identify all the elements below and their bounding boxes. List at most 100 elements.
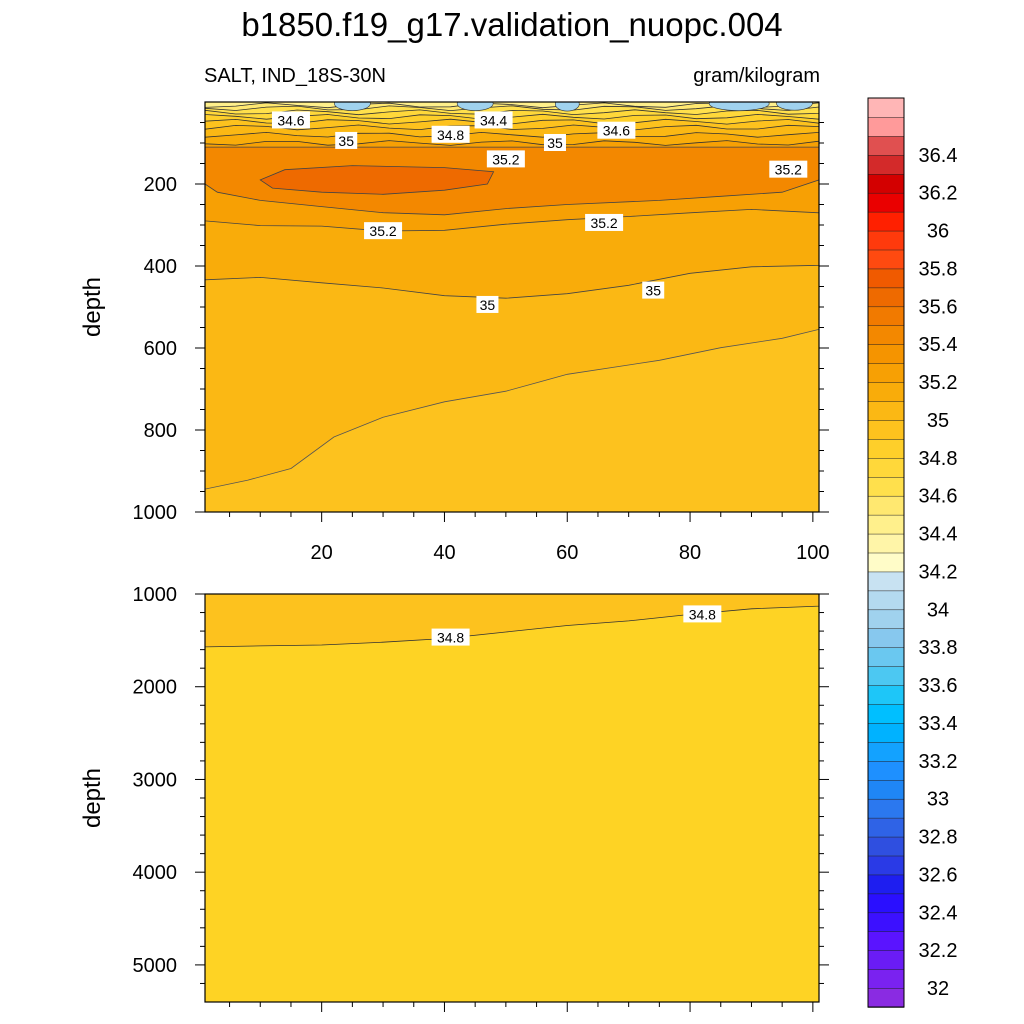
colorbar-label: 32.8: [919, 827, 958, 849]
contour-label-box: [769, 160, 808, 178]
x-tick-label: 40: [433, 542, 455, 564]
x-tick-label: 60: [556, 542, 578, 564]
contour-label: 34.8: [683, 605, 722, 623]
contour-label-box: [683, 605, 722, 623]
contour-label: 35: [642, 281, 665, 299]
y-tick-label: 200: [144, 174, 177, 196]
contour-label: 35: [335, 131, 358, 149]
contour-label-text: 34.4: [480, 112, 507, 128]
salinity-band-35.3: [259, 165, 495, 195]
contour-label: 35: [543, 134, 566, 151]
colorbar-swatch: [867, 722, 905, 743]
contour-label-box: [431, 628, 470, 646]
fresh-patch-3: [708, 102, 770, 111]
contour-label-text: 35: [338, 133, 354, 149]
y-tick-label: 1000: [133, 502, 178, 524]
colorbar-label: 35.4: [919, 334, 958, 356]
contour-label-box: [585, 213, 624, 231]
contour-label-box: [476, 295, 499, 313]
y-tick-label: 2000: [133, 677, 178, 699]
colorbar-swatch: [867, 665, 905, 686]
colorbar-swatch: [867, 817, 905, 838]
colorbar-label: 36.4: [919, 145, 958, 167]
fresh-patch-2: [554, 102, 580, 112]
contour-label: 34.4: [474, 111, 513, 129]
colorbar-swatch: [867, 703, 905, 724]
colorbar-swatch: [867, 419, 905, 440]
colorbar-swatch: [867, 381, 905, 402]
colorbar-swatch: [867, 760, 905, 781]
colorbar-label: 34.4: [919, 524, 958, 546]
colorbar-swatch: [867, 912, 905, 932]
colorbar-swatch: [867, 855, 905, 876]
colorbar-swatch: [867, 249, 905, 270]
contour-label-text: 34.8: [689, 606, 716, 622]
colorbar-swatch: [867, 362, 905, 383]
x-tick-label: 80: [679, 542, 701, 564]
upper-ylabel: depth: [79, 277, 106, 337]
fresh-patch-0: [334, 102, 371, 111]
colorbar-swatch: [867, 571, 905, 592]
colorbar-swatch: [867, 476, 905, 497]
colorbar-swatch: [867, 268, 905, 289]
contour-label: 34.6: [271, 111, 310, 129]
colorbar-swatch: [867, 514, 905, 535]
colorbar-label: 34.6: [919, 486, 958, 508]
colorbar-label: 33: [927, 789, 949, 811]
contour-label-box: [486, 150, 525, 168]
colorbar: 32 32.2 32.4 32.6 32.8 33 33.2 33.4 33.6 33.8 34 34…: [867, 97, 958, 1008]
colorbar-label: 34: [927, 599, 949, 621]
colorbar-swatch: [867, 836, 905, 857]
colorbar-label: 35.6: [919, 296, 958, 318]
colorbar-label: 33.2: [919, 751, 958, 773]
contour-label-text: 35.2: [492, 151, 519, 167]
colorbar-label: 36.2: [919, 183, 958, 205]
colorbar-swatch: [867, 211, 905, 232]
contour-label-text: 35: [645, 283, 661, 299]
contour-label-text: 34.6: [603, 123, 630, 139]
contour-label-box: [271, 111, 310, 129]
salinity-band-34.8: [205, 594, 819, 648]
colorbar-label: 34.8: [919, 448, 958, 470]
colorbar-swatch: [867, 798, 905, 819]
colorbar-frame: [867, 97, 905, 1008]
colorbar-swatch: [867, 931, 905, 951]
contour-label-box: [335, 131, 358, 149]
colorbar-label: 32.6: [919, 864, 958, 886]
contour-label: 35.2: [486, 150, 525, 168]
colorbar-label: 35: [927, 410, 949, 432]
contour-label: 35.2: [769, 160, 808, 178]
colorbar-swatch: [867, 609, 905, 629]
contour-label-text: 34.8: [437, 127, 464, 143]
colorbar-swatch: [867, 97, 905, 118]
contour-label-text: 35: [480, 297, 496, 313]
y-tick-label: 5000: [133, 955, 178, 977]
y-tick-label: 1000: [133, 584, 178, 606]
colorbar-swatch: [867, 628, 905, 648]
colorbar-swatch: [867, 741, 905, 762]
colorbar-swatch: [867, 116, 905, 137]
lower-field: 34.8 34.8: [205, 594, 819, 1002]
salinity-band-35.2: [205, 146, 819, 216]
colorbar-label: 35.8: [919, 258, 958, 280]
contour-label: 34.8: [431, 125, 470, 143]
colorbar-label: 34.2: [919, 561, 958, 583]
contour-label-box: [543, 134, 566, 151]
colorbar-swatch: [867, 343, 905, 364]
contour-label-text: 35.2: [369, 223, 396, 239]
contour-label-box: [474, 111, 513, 129]
contour-label-text: 35: [547, 135, 563, 151]
colorbar-swatch: [867, 192, 905, 213]
colorbar-label: 32.4: [919, 902, 958, 924]
fresh-patch-1: [456, 102, 494, 111]
colorbar-swatch: [867, 590, 905, 611]
colorbar-swatch: [867, 230, 905, 251]
contour-label-text: 34.8: [437, 630, 464, 646]
colorbar-swatch: [867, 987, 905, 1008]
contour-label: 34.6: [597, 121, 636, 139]
colorbar-label: 33.8: [919, 637, 958, 659]
colorbar-swatch: [867, 874, 905, 895]
fresh-patch-4: [776, 102, 813, 111]
contour-label-box: [642, 281, 665, 299]
contour-label-box: [431, 125, 470, 143]
